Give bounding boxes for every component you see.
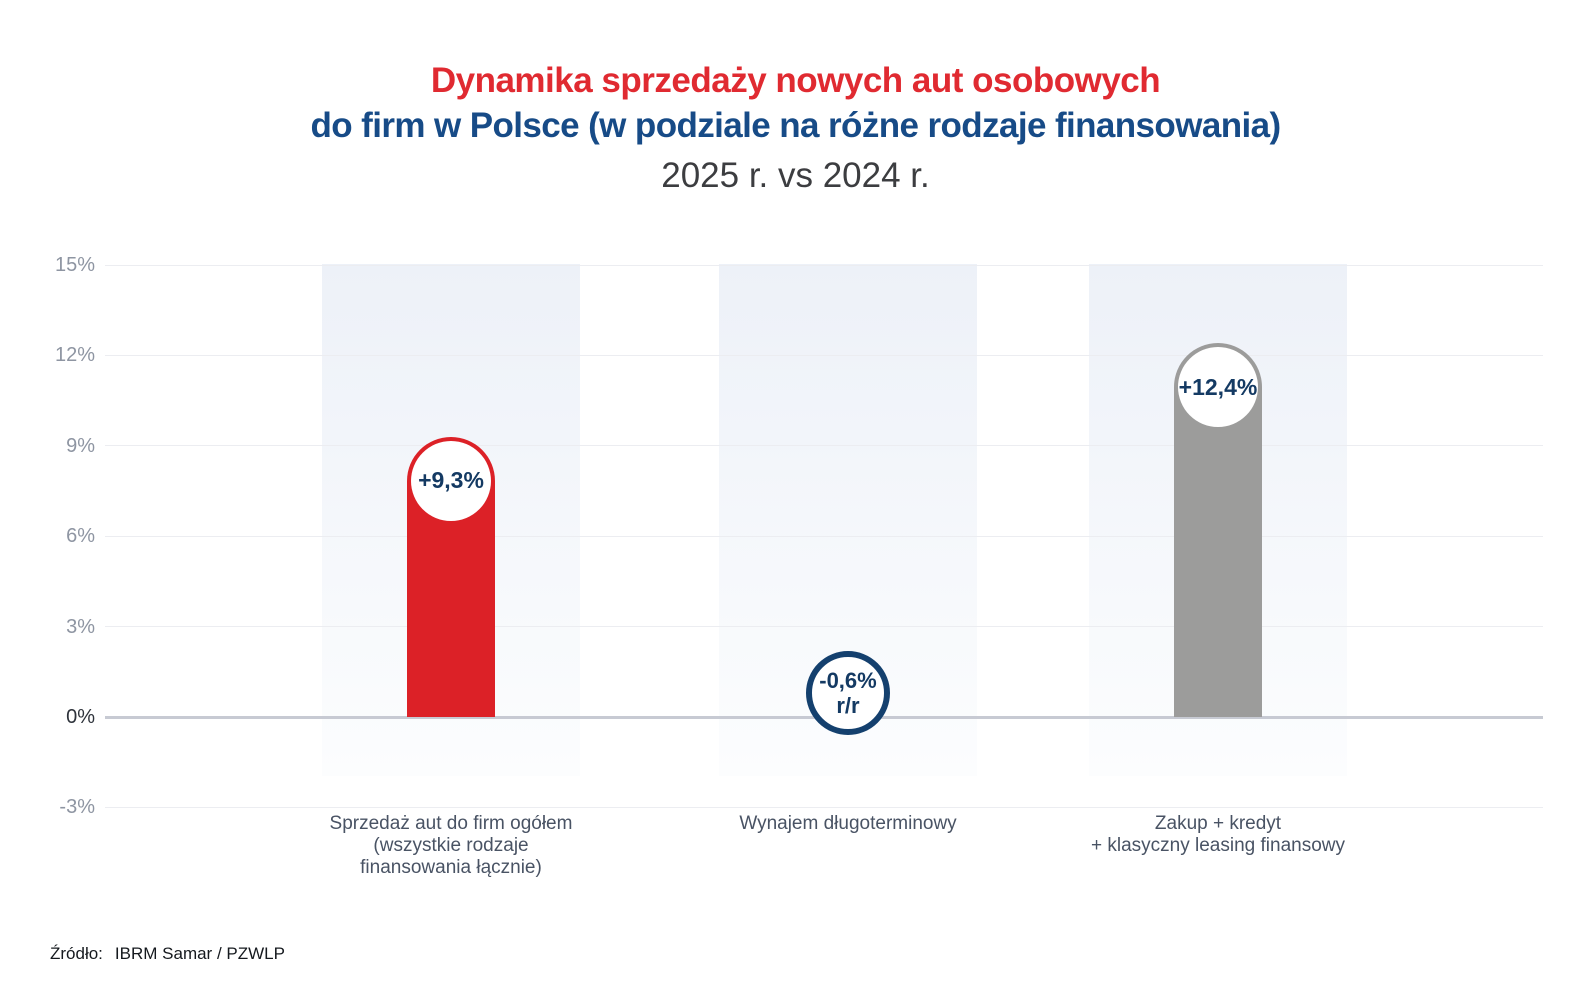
value-label: +9,3% (418, 467, 484, 494)
category-label: Sprzedaż aut do firm ogółem (wszystkie ro… (261, 813, 641, 879)
category-label-line: finansowania łącznie) (360, 857, 542, 878)
chart-title: Dynamika sprzedaży nowych aut osobowych … (0, 58, 1591, 196)
chart-subtitle: 2025 r. vs 2024 r. (661, 156, 930, 195)
category-label-line: (wszystkie rodzaje (373, 835, 529, 856)
y-axis-tick-label: 0% (66, 706, 95, 728)
y-axis-tick-label: 12% (54, 344, 95, 367)
value-bubble: -0,6% r/r (806, 651, 890, 736)
y-axis-tick-label: 9% (66, 434, 95, 457)
source-value: IBRM Samar / PZWLP (114, 944, 285, 963)
value-bubble: +12,4% (1178, 347, 1258, 428)
category-label-line: + klasyczny leasing finansowy (1091, 835, 1345, 856)
y-axis-tick-label: -3% (59, 796, 95, 819)
y-axis-tick-label: 6% (66, 525, 95, 548)
chart-title-line1: Dynamika sprzedaży nowych aut osobowych (430, 61, 1161, 100)
y-axis-tick-label: 3% (66, 615, 95, 638)
gridline (105, 806, 1543, 808)
value-bubble: +9,3% (411, 440, 491, 521)
y-axis-tick-label: 15% (54, 254, 95, 277)
category-label-line: Zakup + kredyt (1154, 813, 1282, 834)
gridline (105, 626, 1543, 628)
source-label: Źródło: (50, 944, 103, 963)
gridline (105, 264, 1543, 266)
gridline (105, 535, 1543, 537)
category-label-line: Sprzedaż aut do firm ogółem (329, 813, 573, 834)
value-sublabel: r/r (836, 693, 860, 719)
gridline (105, 354, 1543, 356)
value-label: -0,6% (819, 668, 877, 694)
category-label-line: Wynajem długoterminowy (739, 813, 957, 834)
category-label: Zakup + kredyt + klasyczny leasing finans… (1028, 813, 1408, 857)
gridline (105, 445, 1543, 447)
chart-title-line2: do firm w Polsce (w podziale na różne ro… (310, 106, 1281, 145)
source-note: Źródło: IBRM Samar / PZWLP (50, 944, 285, 964)
value-label: +12,4% (1178, 373, 1258, 400)
category-label: Wynajem długoterminowy (658, 813, 1038, 835)
